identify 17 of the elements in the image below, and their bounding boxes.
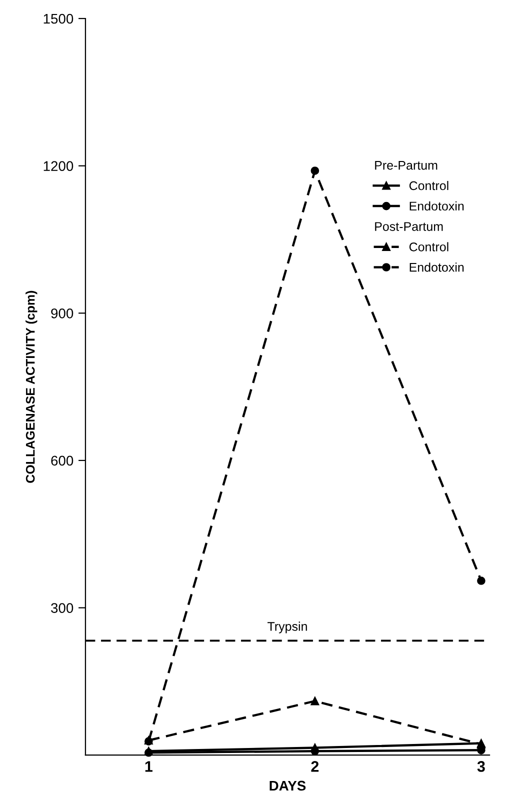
y-tick-label: 900 [51,308,74,318]
legend-label: Control [409,180,448,190]
legend-label: Control [409,242,448,252]
y-tick-label: 600 [51,456,74,466]
legend-label: Endotoxin [410,201,464,211]
y-tick-label: 300 [51,603,74,613]
y-axis-title: COLLAGENASE ACTIVITY (cpm) [26,290,38,483]
ref-line-label: Trypsin [268,622,307,634]
x-tick-label: 3 [477,761,485,772]
x-tick-label: 2 [311,761,319,772]
y-tick-label: 1500 [44,14,74,24]
x-tick-label: 1 [145,761,152,772]
legend-label: Endotoxin [410,262,464,272]
annotation: Post-Partum [375,222,443,231]
x-axis-title: DAYS [270,780,306,791]
y-tick-label: 1200 [44,161,74,171]
annotation: Pre-Partum [375,161,438,170]
